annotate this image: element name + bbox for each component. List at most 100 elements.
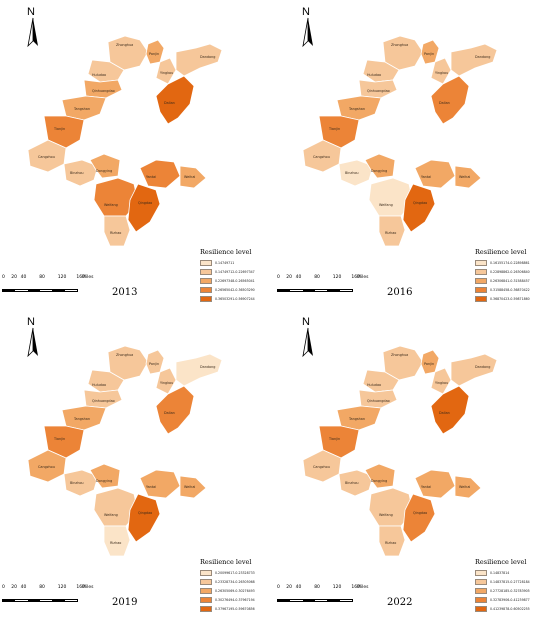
city-label-dalian: Dalian [164, 411, 175, 415]
city-label-rizhao: Rizhao [110, 231, 121, 235]
scale-tick-label: 40 [20, 585, 27, 590]
north-arrow-icon: N [297, 6, 319, 50]
city-label-dandong: Dandong [200, 55, 215, 59]
legend-range-label: 0.41239878-0.60502255 [490, 607, 530, 611]
scale-tick-label: 20 [286, 275, 293, 280]
region-dalian [430, 385, 470, 435]
city-label-qingdao: Qingdao [413, 201, 427, 205]
legend-range-label: 0.14837814 [490, 571, 510, 575]
legend-swatch [475, 606, 487, 612]
city-label-zhonghua: Zhonghua [391, 353, 408, 357]
legend-range-label: 0.23328734-0.26305068 [215, 580, 255, 584]
legend-swatch [200, 296, 212, 302]
region-dandong [175, 43, 223, 77]
legend-swatch [200, 278, 212, 284]
scale-bar: 0 20 40 80 120 160 Miles [277, 275, 369, 292]
scale-tick-label: 120 [332, 275, 342, 280]
legend-range-label: 0.16155174-0.22898861 [490, 261, 530, 265]
region-yantai [414, 469, 456, 499]
scale-tick-label: 160 [351, 585, 360, 590]
map-panel-2022: Zhonghua Panjin Huludao Qinhuangdao Yingkou D… [275, 310, 550, 619]
legend-range-label: 0.14837815-0.27728184 [490, 580, 530, 584]
legend-item: 0.20099617-0.23328733 [200, 569, 274, 577]
legend-range-label: 0.30276494-0.37967194 [215, 598, 255, 602]
north-label: N [27, 316, 35, 328]
legend-item: 0.14837814 [475, 569, 549, 577]
legend-swatch [475, 269, 487, 275]
city-label-yingkou: Yingkou [435, 381, 448, 385]
legend-item: 0.37967195-0.59670856 [200, 605, 274, 613]
scale-tick-label: 0 [277, 585, 280, 590]
city-label-dalian: Dalian [439, 411, 450, 415]
legend-swatch [200, 570, 212, 576]
city-label-tianjin: Tianjin [328, 127, 340, 131]
scale-tick-label: 0 [2, 275, 5, 280]
city-label-dongying: Dongying [371, 479, 387, 483]
legend-swatch [475, 260, 487, 266]
legend-item: 0.27728185-0.32783905 [475, 587, 549, 595]
region-qingdao [127, 183, 161, 233]
legend-item: 0.14837815-0.27728184 [475, 578, 549, 586]
region-qingdao [402, 183, 436, 233]
city-label-zhonghua: Zhonghua [391, 43, 408, 47]
city-label-weifang: Weifang [104, 513, 118, 517]
city-label-rizhao: Rizhao [110, 541, 121, 545]
region-weihai [454, 165, 482, 189]
legend-item: 0.22898862-0.26306840 [475, 268, 549, 276]
scale-tick-label: 160 [351, 275, 360, 280]
legend-swatch [200, 269, 212, 275]
city-label-qingdao: Qingdao [138, 511, 152, 515]
legend-range-label: 0.26306841-0.31588457 [490, 279, 530, 283]
region-weihai [179, 165, 207, 189]
scale-unit-label: Miles [357, 275, 369, 280]
region-rizhao [103, 215, 131, 247]
legend-swatch [475, 570, 487, 576]
legend-range-label: 0.26565042-0.36503290 [215, 288, 255, 292]
legend-swatch [475, 287, 487, 293]
legend-range-label: 0.22898862-0.26306840 [490, 270, 530, 274]
legend-item: 0.16155174-0.22898861 [475, 259, 549, 267]
legend-item: 0.41239878-0.60502255 [475, 605, 549, 613]
scale-tick-label: 20 [11, 585, 18, 590]
legend-swatch [200, 597, 212, 603]
city-label-cangzhou: Cangzhou [313, 465, 330, 469]
north-label: N [302, 316, 310, 328]
legend-swatch [475, 278, 487, 284]
region-yingkou [155, 57, 177, 85]
legend-range-label: 0.32783906-0.41239877 [490, 598, 530, 602]
city-label-yantai: Yantai [421, 175, 431, 179]
legend: Resilience level 0.16155174-0.22898861 0.2… [475, 248, 549, 304]
legend: Resilience level 0.14837814 0.14837815-0.2… [475, 558, 549, 614]
scale-tick-label: 160 [76, 585, 85, 590]
scale-bar: 0 20 40 80 120 160 Miles [277, 585, 369, 602]
region-weihai [179, 475, 207, 499]
city-label-tangshan: Tangshan [348, 417, 365, 421]
legend-item: 0.31588458-0.36870422 [475, 286, 549, 294]
scale-tick-label: 20 [286, 585, 293, 590]
region-dandong [450, 353, 498, 387]
region-dalian [155, 75, 195, 125]
city-label-rizhao: Rizhao [385, 231, 396, 235]
city-label-huludao: Huludao [92, 73, 106, 77]
legend-range-label: 0.26305069-0.30276493 [215, 589, 255, 593]
region-dongying [89, 463, 121, 489]
city-label-weihai: Weihai [459, 175, 470, 179]
city-label-tianjin: Tianjin [53, 437, 65, 441]
region-binzhou [63, 159, 99, 187]
legend-swatch [475, 588, 487, 594]
legend-range-label: 0.22697348-0.26565041 [215, 279, 255, 283]
choropleth-map: Zhonghua Panjin Huludao Qinhuangdao Yingkou D… [302, 35, 498, 247]
region-yantai [139, 469, 181, 499]
legend-range-label: 0.36503291-0.56907244 [215, 297, 255, 301]
scale-tick-label: 120 [332, 585, 342, 590]
city-label-zhonghua: Zhonghua [116, 353, 133, 357]
region-yantai [139, 159, 181, 189]
region-yingkou [155, 367, 177, 395]
city-label-panjin: Panjin [424, 362, 434, 366]
north-arrow-icon: N [297, 316, 319, 360]
legend-title: Resilience level [475, 558, 527, 566]
city-label-dandong: Dandong [475, 365, 490, 369]
city-label-huludao: Huludao [367, 383, 381, 387]
region-weihai [454, 475, 482, 499]
choropleth-map: Zhonghua Panjin Huludao Qinhuangdao Yingkou D… [302, 345, 498, 557]
